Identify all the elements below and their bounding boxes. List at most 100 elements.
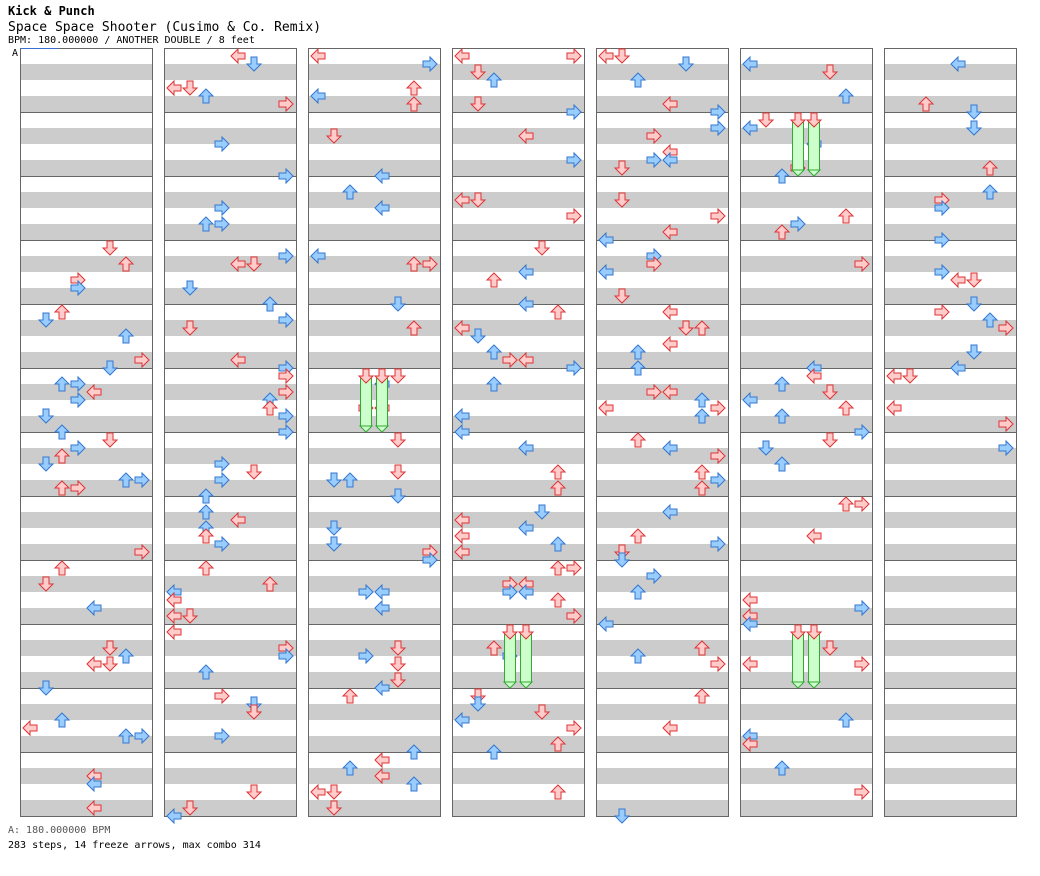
step-arrow xyxy=(854,423,870,441)
step-arrow xyxy=(901,368,919,384)
stripe xyxy=(740,672,872,688)
step-arrow xyxy=(629,584,647,600)
stripe xyxy=(20,320,152,336)
step-arrow xyxy=(181,800,199,816)
step-arrow xyxy=(757,112,775,128)
stripe xyxy=(740,352,872,368)
step-arrow xyxy=(389,672,407,688)
step-arrow xyxy=(965,120,983,136)
step-arrow xyxy=(710,207,726,225)
stripe xyxy=(740,416,872,432)
freeze-tail xyxy=(790,169,806,177)
step-arrow xyxy=(518,127,534,145)
step-arrow xyxy=(598,47,614,65)
step-arrow xyxy=(693,640,711,656)
stripe xyxy=(20,96,152,112)
stripe xyxy=(452,96,584,112)
stripe xyxy=(164,224,296,240)
stripe xyxy=(452,64,584,80)
step-arrow xyxy=(566,359,582,377)
step-arrow xyxy=(854,495,870,513)
column-border xyxy=(164,48,297,817)
step-arrow xyxy=(134,727,150,745)
stripe xyxy=(164,800,296,816)
stripe xyxy=(452,704,584,720)
stripe xyxy=(740,224,872,240)
step-arrow xyxy=(214,199,230,217)
stripe xyxy=(884,128,1016,144)
step-arrow xyxy=(821,640,839,656)
step-arrow xyxy=(518,263,534,281)
stripe xyxy=(164,736,296,752)
step-arrow xyxy=(181,80,199,96)
step-arrow xyxy=(710,471,726,489)
step-arrow xyxy=(245,464,263,480)
stripe xyxy=(20,576,152,592)
step-arrow xyxy=(53,712,71,728)
stripe xyxy=(884,352,1016,368)
step-arrow xyxy=(454,527,470,545)
step-arrow xyxy=(965,344,983,360)
stripe xyxy=(20,768,152,784)
step-arrow xyxy=(278,647,294,665)
stripe xyxy=(452,640,584,656)
step-arrow xyxy=(197,528,215,544)
step-arrow xyxy=(389,368,407,384)
step-arrow xyxy=(325,536,343,552)
step-arrow xyxy=(117,328,135,344)
step-arrow xyxy=(310,247,326,265)
step-arrow xyxy=(598,231,614,249)
stripe xyxy=(452,608,584,624)
chart-column xyxy=(596,48,729,817)
stripe xyxy=(596,320,728,336)
step-arrow xyxy=(773,760,791,776)
chart-column xyxy=(740,48,873,817)
step-arrow xyxy=(773,408,791,424)
step-arrow xyxy=(998,439,1014,457)
step-arrow xyxy=(629,360,647,376)
step-arrow xyxy=(886,367,902,385)
step-arrow xyxy=(389,656,407,672)
step-arrow xyxy=(325,784,343,800)
step-arrow xyxy=(549,464,567,480)
stripe xyxy=(740,512,872,528)
stripe xyxy=(452,768,584,784)
stripe xyxy=(452,448,584,464)
step-arrow xyxy=(710,119,726,137)
stripe xyxy=(308,352,440,368)
column-border xyxy=(884,48,1017,817)
stripe xyxy=(452,160,584,176)
stripe xyxy=(308,672,440,688)
stripe xyxy=(740,480,872,496)
stripe xyxy=(308,768,440,784)
step-arrow xyxy=(86,799,102,817)
step-arrow xyxy=(278,167,294,185)
step-arrow xyxy=(310,783,326,801)
step-arrow xyxy=(261,296,279,312)
step-arrow xyxy=(261,576,279,592)
step-arrow xyxy=(598,615,614,633)
step-arrow xyxy=(325,128,343,144)
stripe xyxy=(452,576,584,592)
stripe xyxy=(308,640,440,656)
step-arrow xyxy=(166,607,182,625)
stripe xyxy=(596,416,728,432)
step-arrow xyxy=(950,55,966,73)
step-arrow xyxy=(22,719,38,737)
stripe xyxy=(884,256,1016,272)
step-arrow xyxy=(485,640,503,656)
stripe xyxy=(20,352,152,368)
step-arrow xyxy=(389,488,407,504)
step-arrow xyxy=(934,199,950,217)
step-arrow xyxy=(662,439,678,457)
step-arrow xyxy=(197,88,215,104)
step-arrow xyxy=(517,624,535,640)
song-title: Space Space Shooter (Cusimo & Co. Remix) xyxy=(8,20,322,35)
step-arrow xyxy=(469,192,487,208)
stripe xyxy=(164,448,296,464)
step-arrow xyxy=(742,615,758,633)
stripe xyxy=(308,384,440,400)
step-arrow xyxy=(757,440,775,456)
step-arrow xyxy=(454,423,470,441)
step-arrow xyxy=(325,520,343,536)
